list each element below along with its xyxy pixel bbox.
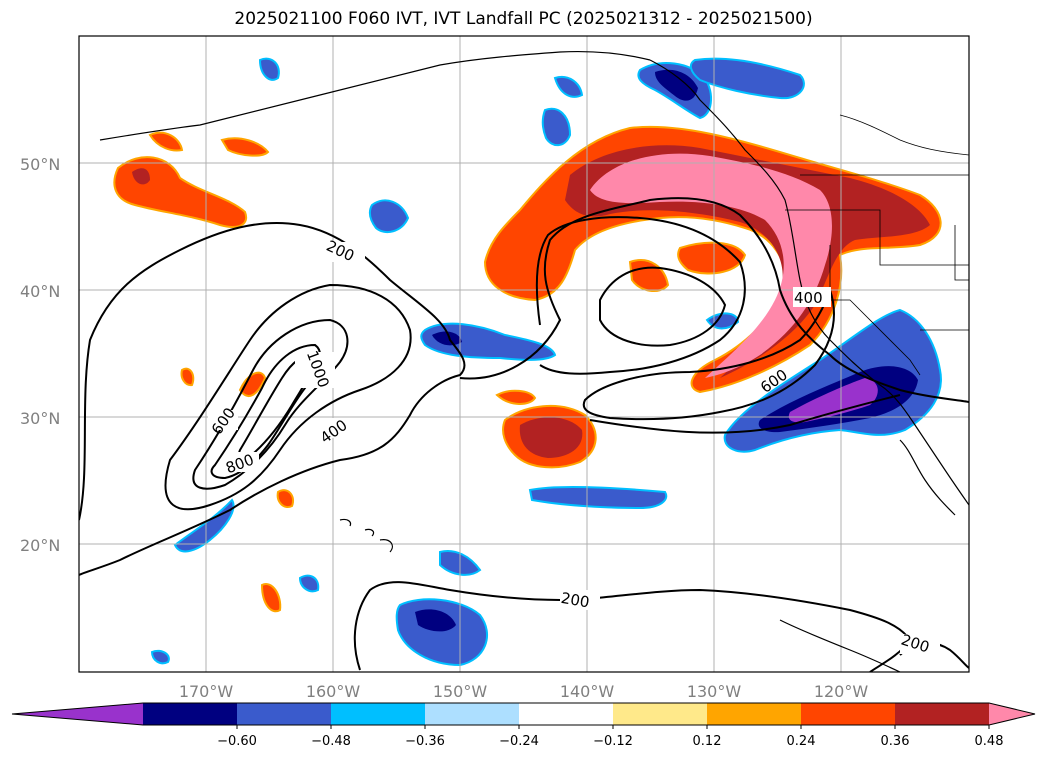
contour-400-west [164,283,412,511]
colorbar-tick-label: −0.36 [405,734,445,749]
lon-label-170: 170°W [179,682,234,701]
colorbar-extend-high [989,703,1035,725]
anomaly-bc-navy [655,69,698,101]
contour-200-west [79,222,466,576]
lon-label-140: 140°W [560,682,615,701]
colorbar-tick-label: −0.24 [499,734,539,749]
colorbar-tick-label: −0.48 [311,734,351,749]
colorbar-bin [801,703,896,725]
anomaly-blue-4 [528,485,668,510]
anomaly-south-navy [415,609,456,632]
colorbar-tick-label: −0.12 [593,734,633,749]
anomaly-ne-blue [689,57,805,100]
map-title: 2025021100 F060 IVT, IVT Landfall PC (20… [234,9,813,29]
ar-main-darkred [565,145,930,378]
colorbar-bin [425,703,520,725]
colorbar: −0.60 −0.48 −0.36 −0.24 −0.12 0.12 0.24 0.36 0.4… [11,702,1036,749]
map-content [79,36,969,672]
colorbar-bin [143,703,238,725]
contour-label-400-b: 400 [794,289,823,307]
anomaly-small-orange-8 [276,489,294,508]
anomaly-small-orange-9 [180,367,195,387]
lat-label-30: 30°N [20,409,60,428]
anomaly-blue-1 [368,199,410,234]
colorbar-outline [11,702,1036,726]
anomaly-blue-9 [298,574,320,593]
anomaly-blue-2 [541,107,572,147]
ar-main-pink [590,153,832,378]
anomaly-small-orange-6 [220,137,270,157]
anomaly-wc-navy [432,331,462,346]
colorbar-bin [895,703,990,725]
coast-alaska [99,50,651,141]
contour-label-200-b: 200 [560,589,591,612]
contour-200-east [459,197,969,403]
coast-mexico [779,619,901,672]
anomaly-blue-5 [173,498,235,553]
contour-ar-tail [589,394,901,434]
contour-600-west [192,318,349,490]
map-frame [78,35,970,673]
anomaly-small-orange-7 [148,131,184,152]
anomaly-wc-blue [420,322,557,361]
lon-label-120: 120°W [814,682,869,701]
anomaly-west-darkred [132,168,150,185]
colorbar-tick-label: 0.24 [787,734,816,749]
contour-ar-inner [535,216,746,375]
lat-label-20: 20°N [20,536,60,555]
anomaly-blue-10 [150,649,170,665]
contour-ar-inner2 [599,266,727,347]
lon-label-130: 130°W [687,682,742,701]
colorbar-tick-label: 0.48 [975,734,1004,749]
anomaly-blue-3 [553,76,584,98]
lat-label-40: 40°N [20,282,60,301]
coast-baja [899,439,956,516]
contour-200-south [353,581,912,672]
colorbar-bin [613,703,708,725]
colorbar-tick-label: 0.12 [693,734,722,749]
anomaly-ca-purple [788,378,878,423]
colorbar-bin [331,703,426,725]
lat-label-50: 50°N [20,155,60,174]
anomaly-blue-7 [258,57,280,81]
colorbar-extend-low [12,703,143,725]
anomaly-small-orange-1 [495,389,537,405]
lat-tick-labels: 50°N 40°N 30°N 20°N [20,155,60,555]
lon-label-150: 150°W [433,682,488,701]
colorbar-tick-label: 0.36 [881,734,910,749]
lon-tick-labels: 170°W 160°W 150°W 140°W 130°W 120°W [179,682,869,701]
colorbar-bin [707,703,802,725]
contour-ar-south [582,286,836,421]
colorbar-bin [519,703,614,725]
colorbar-tick-label: −0.60 [217,734,257,749]
anomaly-central-darkred [519,417,583,458]
contour-labels: 200 400 600 800 1000 400 600 200 200 [208,237,940,656]
lon-label-160: 160°W [306,682,361,701]
coast-hawaii [339,518,393,553]
colorbar-bin [237,703,332,725]
anomaly-small-orange-5 [260,583,282,613]
